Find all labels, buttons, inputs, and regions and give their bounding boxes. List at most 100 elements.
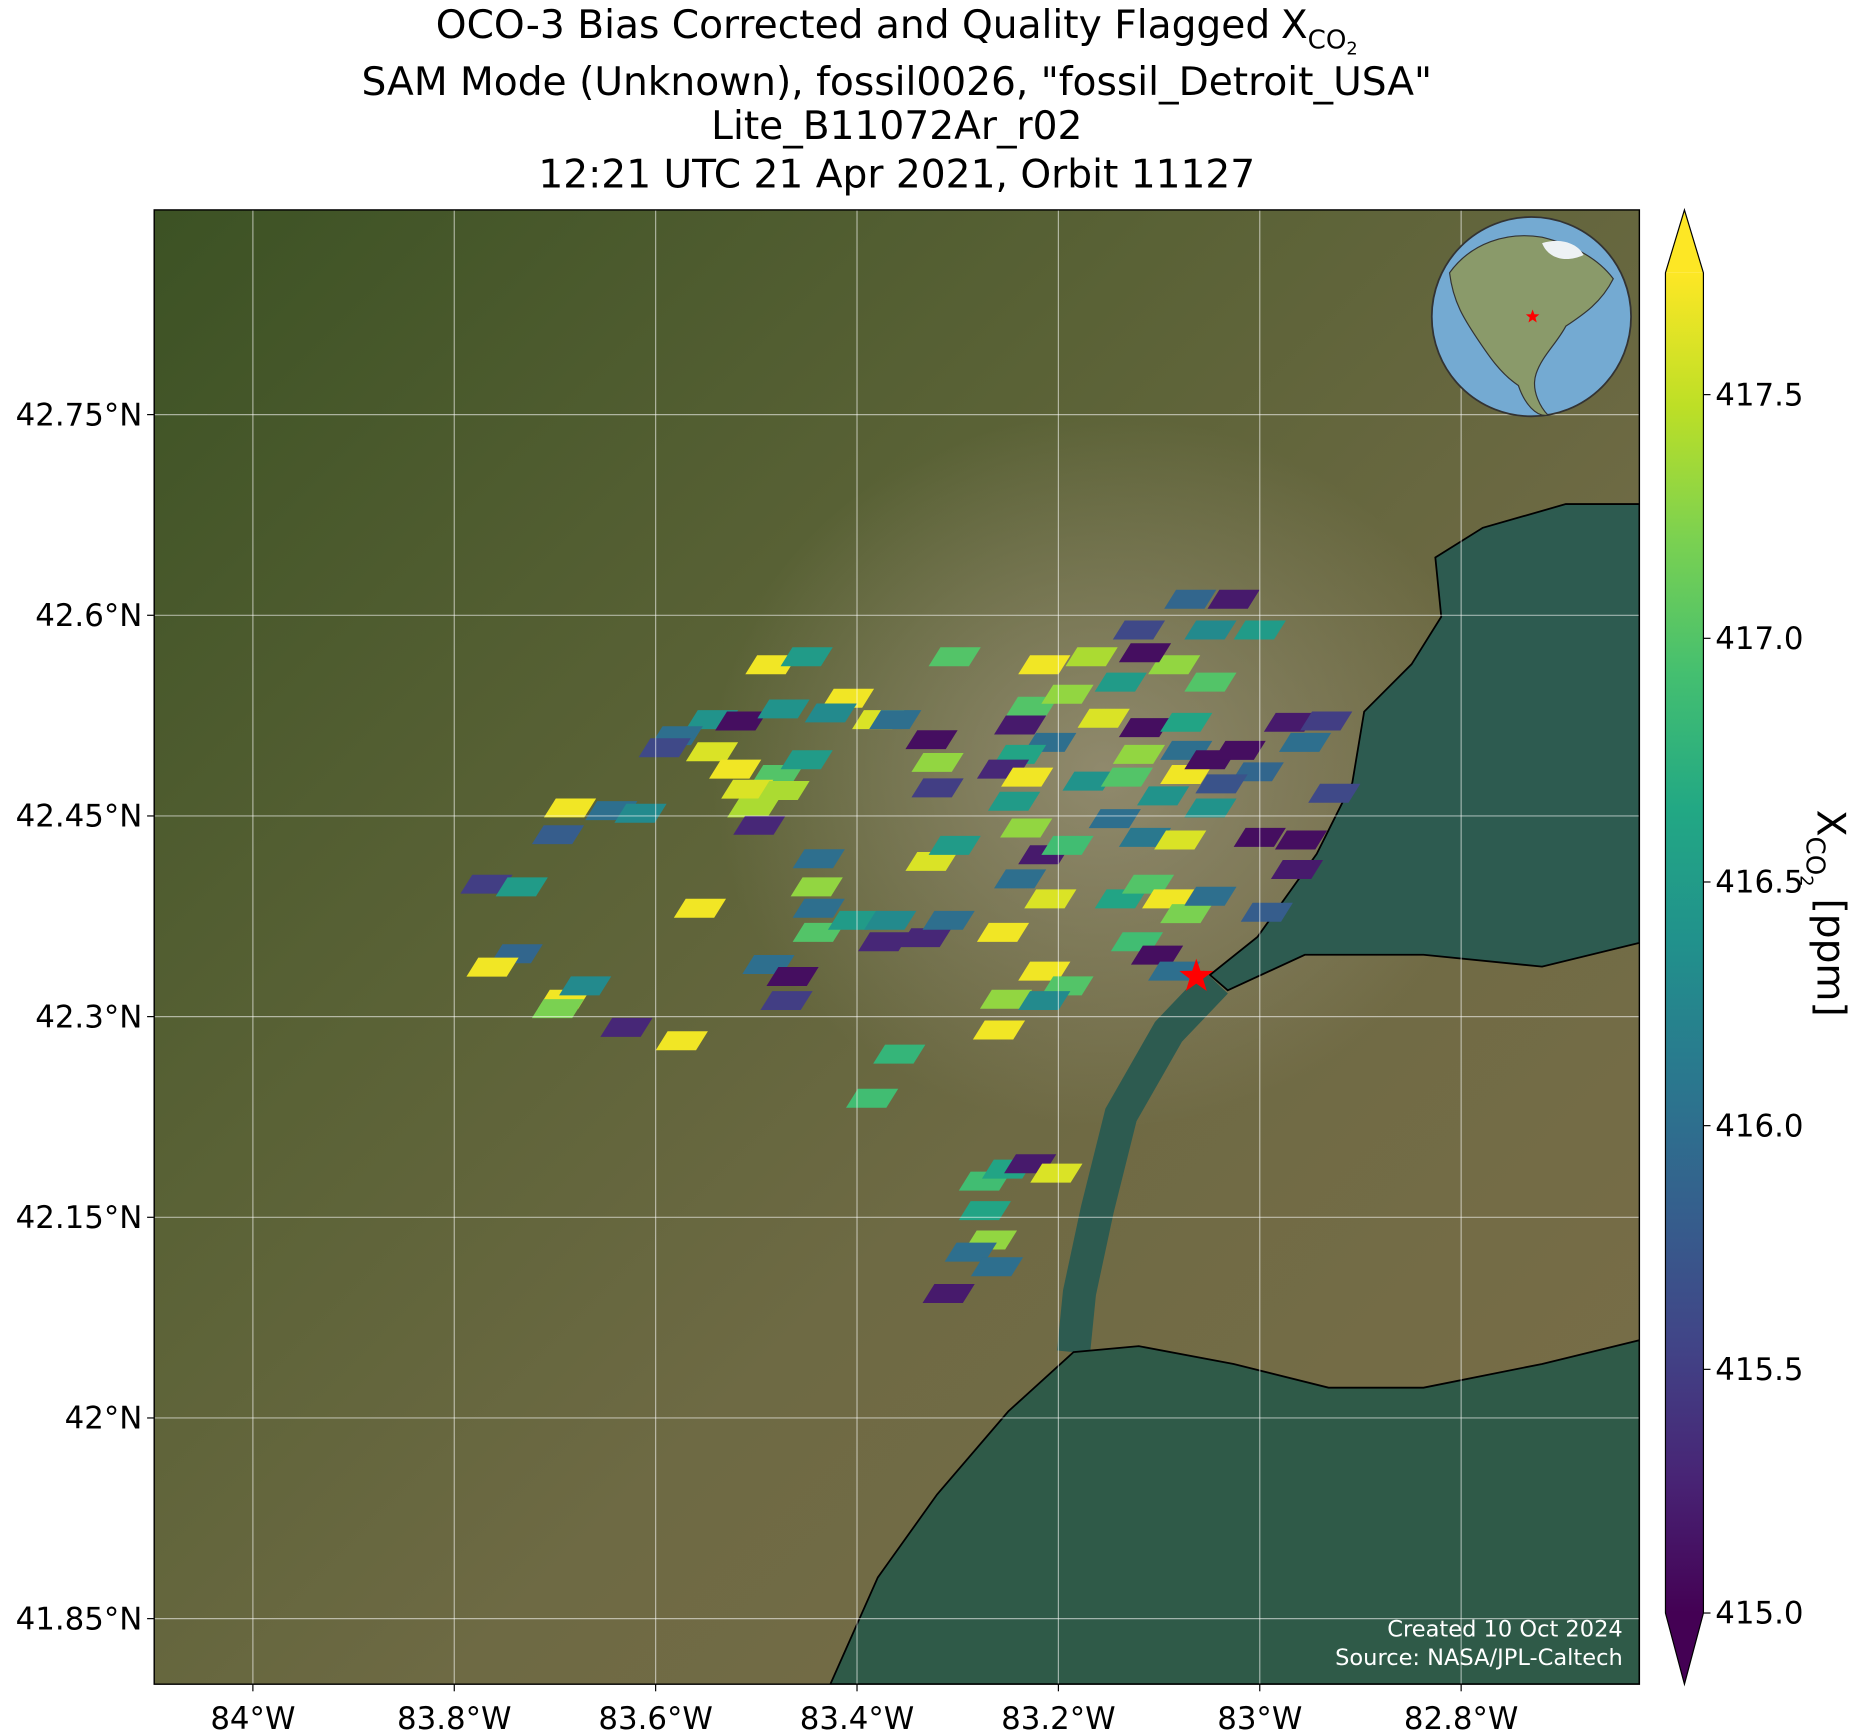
sounding [928,835,981,855]
sounding [928,647,981,667]
x-tick-label: 83.4°W [800,1701,915,1734]
sounding [673,898,727,918]
sounding [873,1044,926,1064]
sounding [994,744,1047,764]
sounding [922,910,975,930]
sounding [780,750,833,770]
sounding [1077,708,1130,728]
sounding [864,910,917,930]
colorbar-label: XCO2 [ppm] [1796,810,1853,1017]
sounding [1121,874,1175,894]
sounding [460,874,513,894]
sounding [821,688,875,708]
sounding [1148,655,1201,675]
sounding [976,922,1030,942]
sounding [1030,1163,1083,1183]
colorbar-tick-label: 417.5 [1715,377,1803,413]
detroit-river [1057,970,1228,1354]
colorbar [1665,272,1704,1614]
sounding [1274,830,1328,850]
sounding [1018,655,1071,675]
sounding [958,1201,1011,1221]
sounding [987,791,1041,811]
cb-unit: [ppm] [1807,898,1852,1016]
sounding [1041,684,1094,704]
title-sub: CO [1308,26,1347,56]
sounding [751,764,804,784]
sounding [1213,740,1266,760]
sounding [715,711,768,731]
sounding [804,703,857,723]
x-tick-label: 83°W [1217,1701,1302,1734]
sounding [1184,620,1237,640]
sounding [760,991,813,1011]
sounding [911,778,964,798]
y-tick-label: 42.45°N [16,799,143,835]
sounding [846,1088,899,1108]
sounding [655,1031,708,1051]
sounding [972,1020,1026,1040]
x-tick-label: 83.6°W [598,1701,713,1734]
sounding [790,877,843,897]
sounding [922,1284,975,1304]
globe-ice [1542,240,1584,260]
sounding [1065,647,1118,667]
x-tick-label: 83.2°W [1001,1701,1116,1734]
title-sub2: 2 [1346,39,1357,60]
sounding [1112,744,1166,764]
sounding [757,699,810,719]
globe-target [1525,309,1540,323]
sounding [495,877,548,897]
sounding [1207,589,1260,609]
sounding [559,976,612,996]
sounding [1118,718,1172,738]
sounding [1018,961,1071,981]
map-frame [153,209,1641,1685]
sounding [1160,764,1213,784]
sounding [869,710,922,730]
colorbar-tick-label: 416.5 [1715,865,1803,901]
colorbar-extend-min [1665,1613,1704,1685]
sounding [899,928,952,948]
sounding [757,781,810,801]
lake-erie [829,1339,1640,1685]
sounding [1137,786,1190,806]
title-text: OCO-3 Bias Corrected and Quality Flagged [436,3,1270,48]
sounding [685,742,739,762]
sounding [1184,672,1237,692]
sounding [1118,827,1172,847]
sounding [1041,976,1094,996]
map [154,209,1640,1685]
cb-sub: CO [1800,837,1830,876]
sounding [1164,589,1217,609]
y-tick-label: 42.6°N [35,598,142,634]
sounding [600,1017,653,1037]
cb-sub2: 2 [1796,875,1817,886]
sounding [638,738,691,758]
footer: Source: NASA/JPL-Caltech [1335,1645,1623,1671]
x-tick-label: 84°W [210,1701,295,1734]
x-tick-label: 83.8°W [397,1701,512,1734]
sounding [994,869,1047,889]
sounding [1308,783,1361,803]
sounding [1184,886,1237,906]
sounding [1000,818,1053,838]
sounding [1184,798,1237,818]
y-tick-label: 42.3°N [35,999,142,1035]
target-marker [1179,958,1214,991]
sounding [1018,991,1071,1011]
sounding [1160,904,1213,924]
sounding [1112,620,1166,640]
title-line: Lite_B11072Ar_r02 [711,104,1082,149]
y-tick-label: 41.85°N [16,1601,143,1637]
x-tick-label: 82.8°W [1404,1701,1519,1734]
sounding [1278,732,1332,752]
sounding [543,798,597,818]
sounding [911,752,964,772]
sounding [766,967,819,986]
colorbar-extend-max [1665,209,1704,273]
sounding [733,815,786,835]
y-tick-label: 42°N [65,1401,143,1437]
sounding [709,759,762,779]
